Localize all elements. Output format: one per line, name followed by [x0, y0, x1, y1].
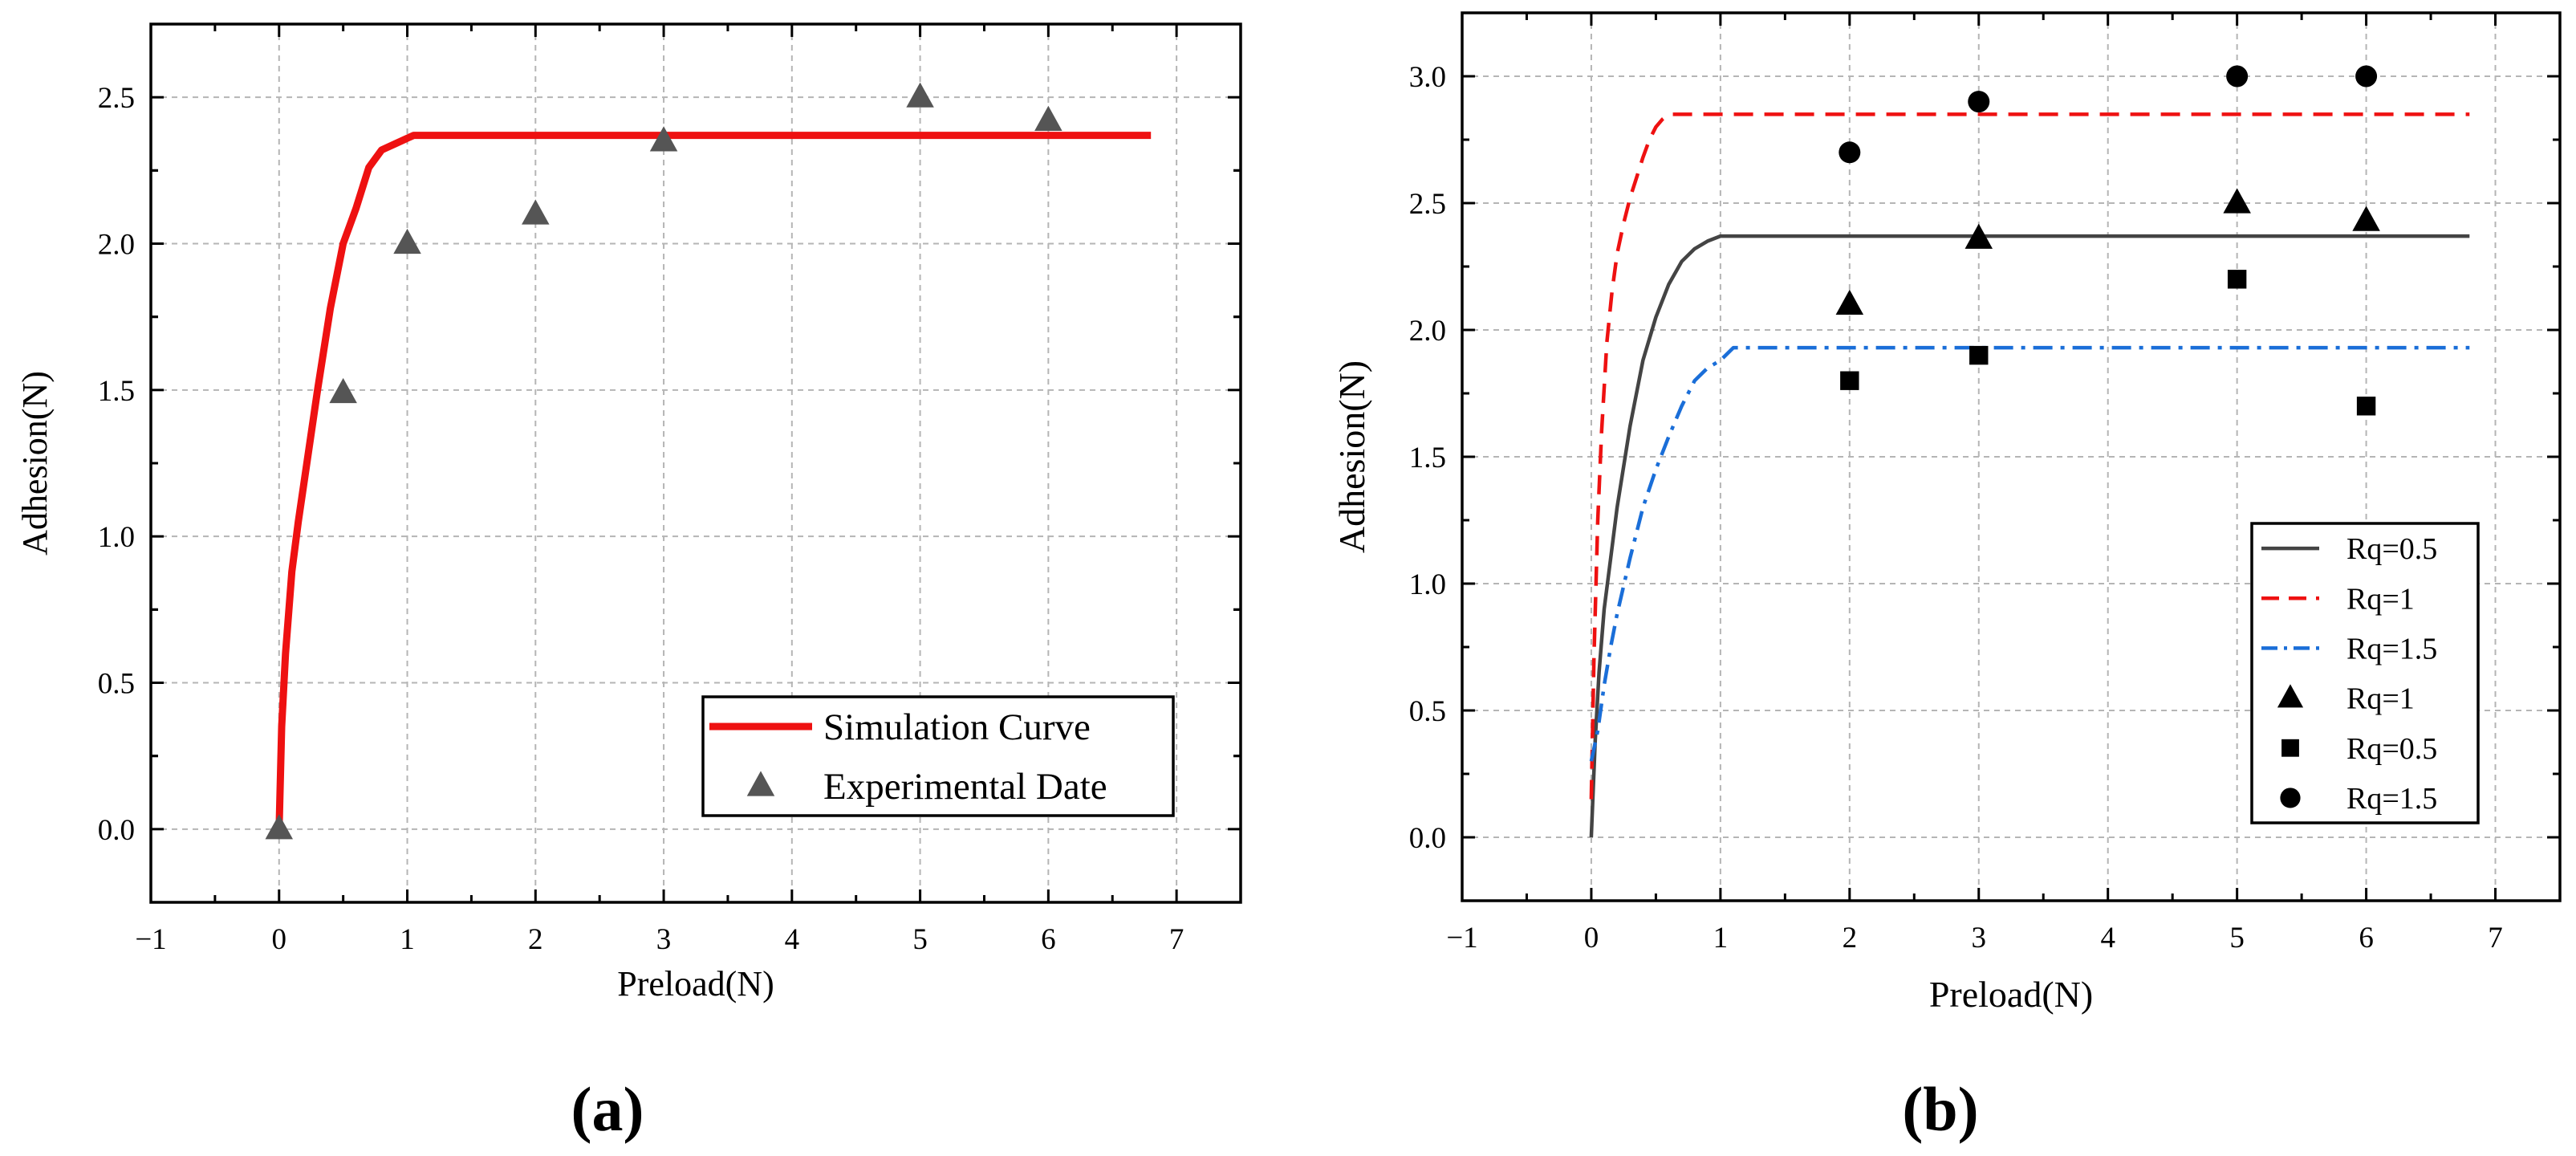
y-tick-label: 1.0 — [1409, 568, 1446, 601]
legend-label: Simulation Curve — [823, 706, 1091, 748]
y-tick-label: 2.0 — [98, 229, 135, 262]
data-point-triangle — [649, 126, 678, 152]
legend-box — [701, 695, 1175, 817]
x-tick-label: 6 — [1041, 923, 1056, 956]
data-point-triangle — [2352, 206, 2380, 231]
data-point-triangle — [1835, 289, 1864, 315]
series — [265, 82, 1152, 840]
legend-label: Rq=1 — [2346, 582, 2415, 616]
legend-item: Rq=1.5 — [2280, 782, 2437, 816]
panel-label: (b) — [1902, 1074, 1978, 1144]
data-point-circle — [1968, 91, 1990, 113]
x-tick-label: 6 — [2359, 922, 2374, 955]
panel-label: (a) — [571, 1074, 644, 1144]
legend-label: Rq=1.5 — [2346, 782, 2437, 816]
legend-item: Experimental Date — [746, 766, 1107, 808]
y-tick-label: 2.5 — [1409, 188, 1446, 221]
series-line-rq-0-5 — [1589, 234, 2470, 838]
x-tick-label: 1 — [1713, 922, 1729, 955]
data-point-triangle — [393, 228, 421, 254]
y-tick-label: 0.5 — [98, 668, 135, 701]
data-point-triangle — [1965, 223, 1993, 249]
legend-label: Rq=1 — [2346, 682, 2415, 716]
x-tick-label: 4 — [2100, 922, 2115, 955]
tick-marks — [149, 24, 1241, 902]
legend-item: Rq=1 — [2277, 682, 2415, 716]
tick-marks — [1461, 13, 2560, 901]
panel-b: −1 0 1 2 3 4 5 6 7 0.0 0.5 1.0 1.5 2.0 2.5 3.0 Preload(N… — [1331, 11, 2562, 1144]
legend-item: Rq=0.5 — [2281, 732, 2437, 766]
data-point-square — [2227, 270, 2247, 289]
data-point-triangle — [2223, 188, 2251, 214]
x-tick-label: 7 — [1169, 923, 1184, 956]
legend-item: Simulation Curve — [709, 706, 1091, 748]
data-point-square — [2356, 397, 2376, 416]
y-axis-label: Adhesion(N) — [15, 371, 55, 556]
legend-label: Rq=1.5 — [2346, 632, 2437, 666]
y-tick-label: 0.0 — [98, 814, 135, 847]
legend-label: Experimental Date — [823, 766, 1107, 808]
y-tick-label: 0.0 — [1409, 822, 1446, 855]
y-tick-label: 0.5 — [1409, 695, 1446, 728]
data-point-circle — [2226, 65, 2249, 88]
x-tick-label: −1 — [135, 923, 166, 956]
legend-item: Rq=1 — [2261, 582, 2415, 616]
legend-label: Rq=0.5 — [2346, 732, 2437, 766]
data-point-triangle — [265, 814, 294, 840]
data-point-square — [1840, 371, 1859, 390]
grid — [150, 24, 1241, 902]
y-axis-label: Adhesion(N) — [1331, 360, 1372, 553]
data-point-circle — [1839, 141, 1861, 164]
x-tick-label: 1 — [400, 923, 415, 956]
x-tick-label: 0 — [272, 923, 287, 956]
x-tick-label: 3 — [1972, 922, 1987, 955]
data-point-triangle — [522, 199, 550, 225]
tick-labels: −1 0 1 2 3 4 5 6 7 0.0 0.5 1.0 1.5 2.0 2.5 3.0 — [1409, 61, 2503, 955]
legend-swatch-marker — [2281, 739, 2299, 757]
legend-item: Rq=0.5 — [2261, 532, 2437, 566]
x-tick-label: 0 — [1584, 922, 1599, 955]
y-tick-label: 1.5 — [98, 375, 135, 408]
x-tick-label: 2 — [1843, 922, 1858, 955]
series-line-rq-1 — [1589, 112, 2470, 800]
x-tick-label: 3 — [656, 923, 672, 956]
y-tick-label: 2.0 — [1409, 315, 1446, 348]
series — [1589, 65, 2470, 838]
y-tick-label: 1.5 — [1409, 442, 1446, 474]
legend-item: Rq=1.5 — [2261, 632, 2437, 666]
panel-a: −1 0 1 2 3 4 5 6 7 0.0 0.5 1.0 1.5 2.0 2.5 Preload(N) Ad… — [15, 22, 1242, 1144]
y-tick-label: 2.5 — [98, 82, 135, 115]
x-tick-label: 7 — [2488, 922, 2503, 955]
plot-frame — [1461, 11, 2562, 902]
series-line-rq-1-5 — [1589, 345, 2470, 762]
x-tick-label: 4 — [785, 923, 800, 956]
x-tick-label: 5 — [912, 923, 928, 956]
plot-frame — [149, 22, 1242, 904]
legend-swatch-marker — [746, 771, 775, 796]
y-tick-label: 1.0 — [98, 521, 135, 554]
legend-swatch-marker — [2277, 684, 2304, 708]
legend-box — [2250, 522, 2480, 824]
x-axis-label: Preload(N) — [617, 964, 774, 1003]
legend-swatch-marker — [2280, 788, 2301, 808]
data-point-triangle — [906, 82, 934, 108]
tick-labels: −1 0 1 2 3 4 5 6 7 0.0 0.5 1.0 1.5 2.0 2.5 — [98, 82, 1184, 956]
legend: Rq=0.5 Rq=1 Rq=1.5 Rq=1 Rq=0.5 Rq=1.5 — [2250, 522, 2480, 824]
y-tick-label: 3.0 — [1409, 61, 1446, 94]
x-tick-label: −1 — [1446, 922, 1477, 955]
x-tick-label: 5 — [2229, 922, 2245, 955]
data-point-square — [1969, 345, 1989, 365]
series-line-simulation-curve — [275, 132, 1152, 829]
legend: Simulation Curve Experimental Date — [701, 695, 1175, 817]
x-axis-label: Preload(N) — [1929, 974, 2093, 1015]
data-point-triangle — [1034, 105, 1062, 131]
data-point-circle — [2355, 65, 2378, 88]
x-tick-label: 2 — [528, 923, 543, 956]
legend-label: Rq=0.5 — [2346, 532, 2437, 566]
data-point-triangle — [329, 377, 357, 404]
